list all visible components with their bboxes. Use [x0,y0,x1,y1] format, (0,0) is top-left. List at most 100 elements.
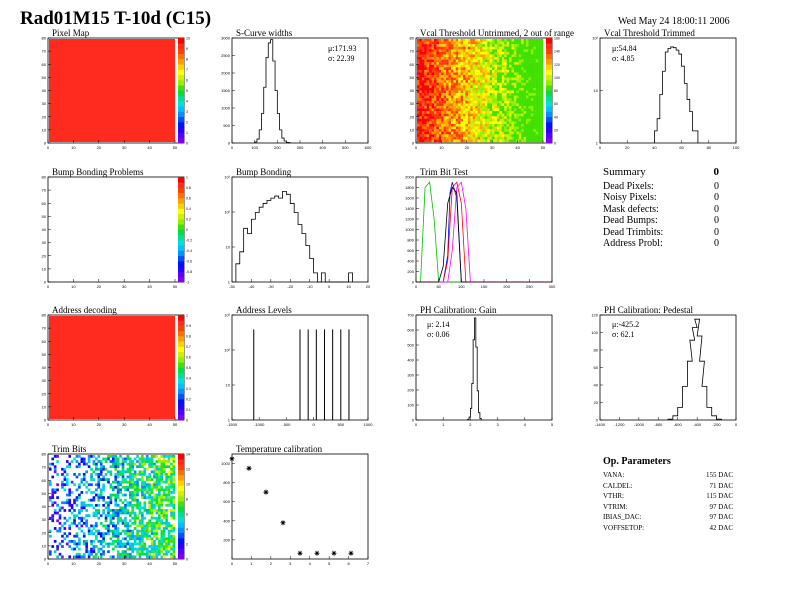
heat-cell [528,51,532,55]
heat-cell [109,498,113,502]
heat-cell [63,467,67,471]
heat-cell [499,111,503,114]
palette-cell [546,69,552,76]
heat-cell [61,480,64,484]
heat-cell [153,506,156,510]
heat-cell [538,64,541,68]
heat-cell [170,552,173,556]
heat-cell [443,77,447,81]
heat-cell [114,475,118,479]
heat-cell [53,470,57,474]
heat-cell [128,537,132,541]
heat-cell [513,95,517,99]
heat-cell [155,470,159,474]
z-tick-label: 1 [186,131,188,135]
y-tick-label: 20 [42,253,47,258]
heat-cell [141,493,144,497]
heat-cell [458,111,461,114]
heat-cell [95,511,98,515]
heat-cell [124,542,127,546]
heat-cell [480,100,483,104]
heat-cell [506,95,510,99]
heat-cell [426,105,430,109]
heat-cell [431,80,435,83]
heat-cell [150,547,154,551]
x-tick-label: 0 [231,145,234,150]
heat-cell [143,532,147,536]
heat-cell [436,62,440,65]
heat-cell [424,44,427,47]
heat-cell [145,547,149,551]
heat-cell [480,77,483,81]
heat-cell [523,90,527,94]
heat-cell [141,550,144,554]
heat-cell [58,529,62,533]
heat-cell [160,478,164,481]
heat-cell [506,103,510,107]
heat-cell [433,108,437,112]
heat-cell [78,521,81,525]
heat-cell [463,116,466,120]
heat-cell [87,555,91,559]
heat-cell [499,82,503,86]
y-tick-label: 400 [223,518,230,523]
heat-cell [170,483,173,487]
heat-cell [148,496,151,499]
heat-cell [170,462,173,466]
heat-cell [458,93,461,96]
heat-cell [521,93,524,96]
heat-cell [455,129,459,132]
heat-cell [465,129,469,132]
heat-cell [121,519,125,523]
heat-cell [475,57,478,60]
heat-cell [80,524,84,528]
heat-cell [99,465,103,469]
heat-cell [95,473,98,476]
heat-cell [114,545,118,548]
heat-cell [482,121,486,125]
palette-cell [178,106,184,112]
heat-cell [518,59,522,63]
heat-cell [417,64,420,68]
heat-cell [155,465,159,469]
heat-cell [68,503,72,507]
heat-cell [97,455,101,458]
heat-cell [417,100,420,104]
heat-cell [477,105,481,109]
heat-cell [133,519,137,523]
heat-cell [458,123,461,127]
heat-cell [475,129,478,132]
x-tick-label: 7 [367,561,370,566]
heat-cell [436,93,440,96]
heat-cell [436,95,440,99]
heat-cell [114,511,118,515]
y-tick-label: 1 [228,418,231,423]
heat-cell [165,524,168,528]
heat-cell [150,521,154,525]
heat-cell [133,488,137,492]
heat-cell [480,64,483,68]
heat-cell [145,475,149,479]
heat-cell [172,550,176,554]
heat-cell [492,136,495,140]
heat-cell [501,93,505,96]
heat-cell [431,41,435,45]
heat-cell [438,136,442,140]
heat-cell [446,116,449,120]
heat-cell [429,105,432,109]
heat-cell [153,555,156,559]
heat-cell [538,51,541,55]
heat-cell [526,49,529,53]
heat-cell [480,49,483,53]
heat-cell [109,537,113,541]
heat-cell [535,44,539,47]
heat-cell [511,64,515,68]
heat-cell [431,51,435,55]
heat-cell [49,498,52,502]
heat-cell [523,75,527,78]
heat-cell [511,123,515,127]
heat-cell [70,506,74,510]
heat-cell [150,503,154,507]
heat-cell [426,49,430,53]
heat-cell [417,49,420,53]
